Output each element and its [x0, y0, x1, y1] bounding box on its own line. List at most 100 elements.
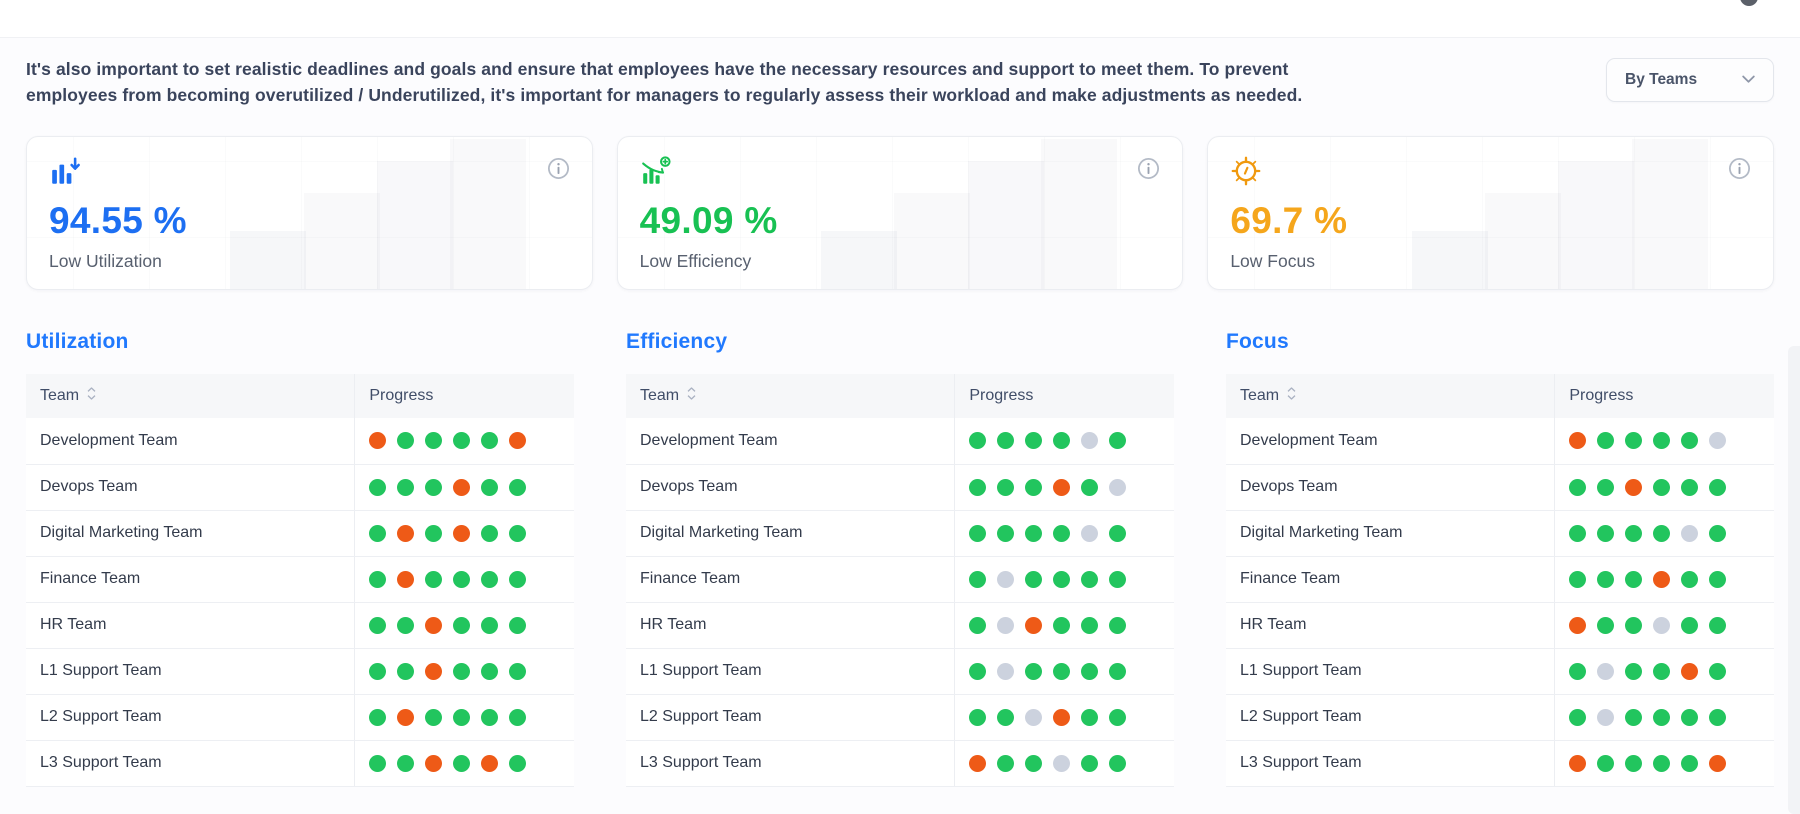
- progress-dot-gray: [1709, 432, 1727, 450]
- progress-cell: [1554, 648, 1774, 695]
- focus-table: Team Progress Development Team Devops Team D…: [1226, 374, 1774, 787]
- progress-cell: [1554, 694, 1774, 741]
- progress-dot-green: [397, 662, 415, 680]
- progress-dot-green: [453, 570, 471, 588]
- progress-dot-green: [1081, 662, 1099, 680]
- progress-dot-orange: [397, 524, 415, 542]
- column-label-team: Team: [40, 387, 80, 404]
- progress-cell: [354, 602, 574, 649]
- info-icon[interactable]: [1728, 157, 1751, 180]
- progress-dot-orange: [969, 754, 987, 772]
- table-row: L2 Support Team: [1226, 694, 1774, 741]
- progress-dot-green: [481, 616, 499, 634]
- avatar[interactable]: [1740, 0, 1758, 6]
- scrollbar-track[interactable]: [1788, 346, 1800, 814]
- progress-dot-green: [969, 524, 987, 542]
- sort-icon: [87, 387, 96, 405]
- info-icon[interactable]: [547, 157, 570, 180]
- progress-dot-green: [481, 432, 499, 450]
- intro-row: It's also important to set realistic dea…: [0, 38, 1800, 108]
- progress-dot-orange: [1053, 708, 1071, 726]
- progress-dot-green: [969, 478, 987, 496]
- kpi-card-low-focus: 69.7 % Low Focus: [1207, 136, 1774, 290]
- progress-dot-green: [1025, 754, 1043, 772]
- chevron-down-icon: [1742, 71, 1755, 89]
- column-label-team: Team: [1240, 387, 1280, 404]
- kpi-label: Low Focus: [1230, 251, 1315, 271]
- team-cell: Digital Marketing Team: [1226, 510, 1555, 557]
- progress-dot-green: [969, 432, 987, 450]
- progress-dot-green: [369, 662, 387, 680]
- progress-dot-green: [1025, 478, 1043, 496]
- progress-dot-green: [1569, 478, 1587, 496]
- progress-dot-orange: [1681, 662, 1699, 680]
- team-cell: L1 Support Team: [1226, 648, 1555, 695]
- progress-dot-green: [1681, 616, 1699, 634]
- progress-dot-green: [1709, 708, 1727, 726]
- column-header-team[interactable]: Team: [626, 374, 955, 418]
- table-row: L1 Support Team: [1226, 648, 1774, 695]
- table-row: Development Team: [26, 418, 574, 465]
- table-row: HR Team: [1226, 602, 1774, 649]
- table-row: Development Team: [626, 418, 1174, 465]
- team-cell: L3 Support Team: [626, 740, 955, 787]
- progress-cell: [954, 556, 1174, 603]
- progress-dot-green: [1081, 478, 1099, 496]
- progress-dot-green: [1625, 616, 1643, 634]
- progress-dot-green: [509, 478, 527, 496]
- progress-dot-green: [369, 616, 387, 634]
- table-row: Development Team: [1226, 418, 1774, 465]
- progress-dot-orange: [1709, 754, 1727, 772]
- utilization-table: Team Progress Development Team Devops Team D…: [26, 374, 574, 787]
- table-row: L3 Support Team: [1226, 740, 1774, 787]
- column-label-team: Team: [640, 387, 680, 404]
- kpi-value: 69.7 %: [1230, 200, 1348, 241]
- column-header-progress: Progress: [1554, 374, 1774, 418]
- progress-dot-gray: [1597, 708, 1615, 726]
- progress-dot-green: [1053, 524, 1071, 542]
- progress-dot-green: [1109, 754, 1127, 772]
- table-row: Devops Team: [626, 464, 1174, 511]
- progress-dot-green: [1109, 432, 1127, 450]
- progress-dot-green: [1625, 754, 1643, 772]
- progress-dot-orange: [453, 524, 471, 542]
- table-row: Digital Marketing Team: [26, 510, 574, 557]
- progress-dot-orange: [1569, 754, 1587, 772]
- teams-filter-dropdown[interactable]: By Teams: [1606, 58, 1774, 102]
- info-icon[interactable]: [1137, 157, 1160, 180]
- progress-dot-green: [1653, 754, 1671, 772]
- progress-dot-green: [1681, 570, 1699, 588]
- progress-cell: [954, 648, 1174, 695]
- progress-dot-green: [1569, 708, 1587, 726]
- sort-icon: [687, 387, 696, 405]
- table-panel-utilization: Utilization Team Progress Development Team D…: [26, 330, 574, 787]
- progress-dot-green: [481, 570, 499, 588]
- progress-dot-gray: [997, 662, 1015, 680]
- progress-dot-green: [425, 432, 443, 450]
- progress-dot-green: [969, 662, 987, 680]
- column-header-team[interactable]: Team: [1226, 374, 1555, 418]
- table-row: L2 Support Team: [26, 694, 574, 741]
- progress-dot-green: [425, 570, 443, 588]
- kpi-card-low-efficiency: 49.09 % Low Efficiency: [616, 136, 1184, 290]
- team-cell: L2 Support Team: [26, 694, 355, 741]
- progress-cell: [354, 648, 574, 695]
- column-header-team[interactable]: Team: [26, 374, 355, 418]
- progress-dot-green: [1053, 662, 1071, 680]
- progress-dot-green: [481, 662, 499, 680]
- column-header-progress: Progress: [354, 374, 574, 418]
- progress-dot-green: [397, 754, 415, 772]
- progress-dot-green: [369, 754, 387, 772]
- progress-dot-orange: [425, 662, 443, 680]
- kpi-value: 49.09 %: [639, 200, 778, 241]
- progress-dot-gray: [997, 616, 1015, 634]
- team-cell: L1 Support Team: [626, 648, 955, 695]
- progress-dot-green: [997, 708, 1015, 726]
- progress-dot-green: [369, 524, 387, 542]
- table-title-utilization: Utilization: [26, 330, 129, 353]
- progress-dot-orange: [369, 432, 387, 450]
- progress-dot-green: [1053, 570, 1071, 588]
- progress-dot-green: [453, 616, 471, 634]
- table-row: L1 Support Team: [26, 648, 574, 695]
- progress-dot-orange: [1025, 616, 1043, 634]
